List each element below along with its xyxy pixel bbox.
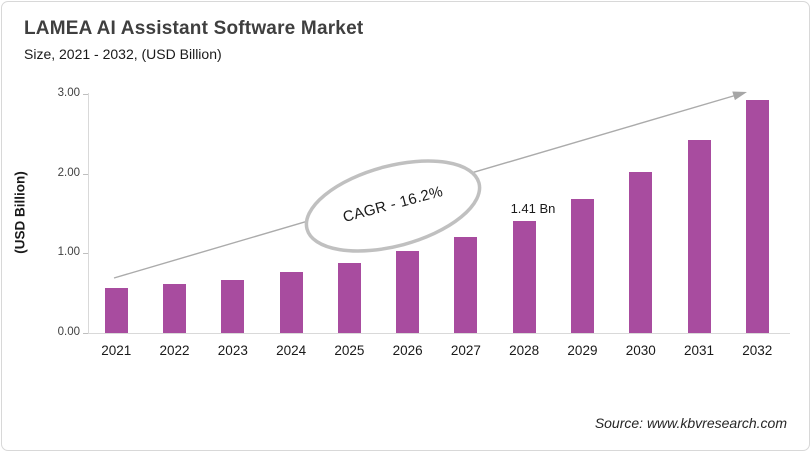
y-tick-mark-2.00 <box>83 173 88 175</box>
bar-2026 <box>396 250 420 333</box>
y-tick-mark-0.00 <box>83 333 88 334</box>
y-tick-mark-1.00 <box>83 253 88 255</box>
data-label-2028: 1.41 Bn <box>510 201 556 216</box>
bar-2021 <box>104 288 128 333</box>
x-tick-label-2031: 2031 <box>683 343 715 358</box>
x-tick-label-2024: 2024 <box>276 343 307 358</box>
x-tick-label-2026: 2026 <box>392 343 423 358</box>
x-tick-label-2028: 2028 <box>509 343 540 358</box>
y-tick-label-1.00: 1.00 <box>57 246 80 259</box>
x-tick-label-2030: 2030 <box>625 343 656 358</box>
y-tick-label-2.00: 2.00 <box>57 166 80 179</box>
chart-title: LAMEA AI Assistant Software Market <box>24 18 364 39</box>
y-tick-label-3.00: 3.00 <box>57 86 80 99</box>
y-tick-mark-3.00 <box>83 93 88 95</box>
x-tick-label-2023: 2023 <box>217 343 248 358</box>
bar-2024 <box>279 271 303 333</box>
chart-subtitle: Size, 2021 - 2032, (USD Billion) <box>24 46 222 62</box>
bar-2032 <box>745 100 769 333</box>
bar-2027 <box>454 236 478 333</box>
bar-2031 <box>687 140 711 333</box>
y-tick-label-0.00: 0.00 <box>57 326 80 338</box>
bar-2023 <box>221 279 245 333</box>
bar-2028 <box>512 220 536 333</box>
x-axis-line <box>88 333 790 334</box>
x-tick-label-2025: 2025 <box>334 343 365 358</box>
source-credit: Source: www.kbvresearch.com <box>594 415 787 431</box>
bar-2025 <box>337 262 361 333</box>
bar-2029 <box>570 199 594 333</box>
bar-2030 <box>629 172 653 333</box>
x-tick-label-2027: 2027 <box>450 343 481 358</box>
x-tick-label-2029: 2029 <box>567 343 598 358</box>
x-tick-label-2022: 2022 <box>159 343 190 358</box>
y-axis-line <box>88 93 89 334</box>
bar-2022 <box>163 283 187 333</box>
x-tick-label-2021: 2021 <box>101 343 132 358</box>
x-tick-label-2032: 2032 <box>742 343 773 358</box>
